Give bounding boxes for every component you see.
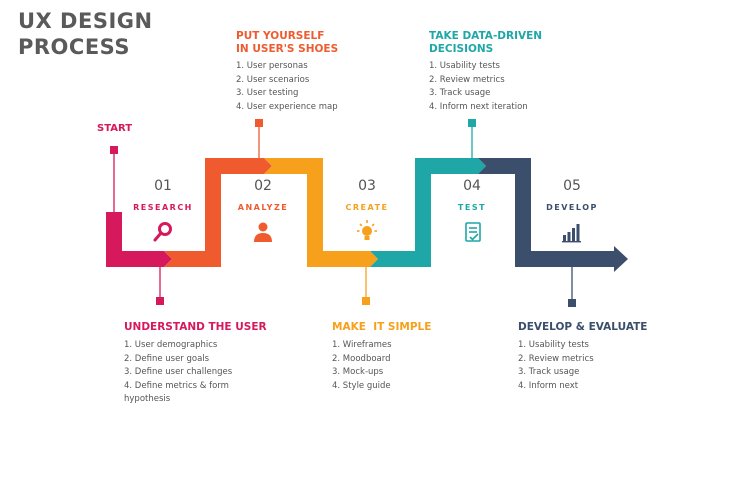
list-item: 3. Track usage [518, 367, 580, 377]
block-put-yourself-list: 1. User personas 2. User scenarios 3. Us… [236, 60, 338, 114]
list-item: 4. User experience map [236, 101, 338, 112]
block-develop-evaluate-title: DEVELOP & EVALUATE [518, 321, 648, 333]
step-label-create: CREATE [345, 203, 389, 212]
lightbulb-icon [357, 220, 377, 240]
step-number-develop: 05 [563, 178, 581, 194]
list-item: 1. Wireframes [332, 340, 392, 350]
marker-analyze [255, 119, 263, 127]
list-item: 1. User personas [236, 61, 308, 71]
list-item: hypothesis [124, 394, 171, 404]
block-make-simple: MAKE IT SIMPLE 1. Wireframes 2. Moodboar… [332, 321, 431, 393]
block-develop-evaluate: DEVELOP & EVALUATE 1. Usability tests 2.… [518, 321, 647, 393]
block-understand-user-title: UNDERSTAND THE USER [124, 321, 267, 333]
block-title-line: TAKE DATA-DRIVEN [429, 30, 543, 42]
step-number-test: 04 [463, 178, 481, 194]
block-title-line: IN USER'S SHOES [236, 43, 339, 55]
path-segment-develop [478, 158, 628, 272]
block-put-yourself: PUT YOURSELF IN USER'S SHOES 1. User per… [236, 30, 338, 114]
list-item: 2. Define user goals [124, 353, 210, 364]
path-segment-test [370, 158, 486, 267]
list-item: 3. Define user challenges [124, 367, 233, 377]
list-item: 4. Inform next iteration [429, 101, 528, 112]
step-label-test: TEST [457, 203, 487, 212]
list-item: 1. User demographics [124, 340, 218, 350]
block-make-simple-title: MAKE IT SIMPLE [332, 321, 432, 333]
list-item: 3. Mock-ups [332, 367, 384, 377]
step-number-create: 03 [358, 178, 376, 194]
list-item: 3. User testing [236, 88, 299, 98]
list-item: 3. Track usage [429, 88, 491, 98]
page-title-line2: PROCESS [18, 35, 130, 59]
block-understand-user-list: 1. User demographics 2. Define user goal… [124, 339, 267, 407]
page-title: UX DESIGN PROCESS [18, 8, 153, 60]
list-item: 4. Style guide [332, 380, 391, 391]
marker-research [156, 297, 164, 305]
step-label-research: RESEARCH [133, 203, 193, 212]
user-icon [254, 222, 272, 242]
search-icon [153, 222, 172, 242]
marker-test [468, 119, 476, 127]
list-item: 2. User scenarios [236, 74, 310, 85]
block-title-line: DECISIONS [429, 43, 494, 55]
path-segment-create [264, 158, 378, 267]
step-label-analyze: ANALYZE [237, 203, 289, 212]
list-item: 1. Usability tests [518, 340, 589, 350]
block-data-driven-title: TAKE DATA-DRIVEN DECISIONS [429, 30, 542, 56]
step-number-analyze: 02 [254, 178, 272, 194]
path-segment-analyze [164, 158, 272, 267]
block-make-simple-list: 1. Wireframes 2. Moodboard 3. Mock-ups 4… [332, 339, 431, 393]
list-item: 4. Inform next [518, 380, 579, 391]
list-item: 2. Moodboard [332, 353, 391, 364]
block-title-line: PUT YOURSELF [236, 30, 325, 42]
page-title-line1: UX DESIGN [18, 9, 153, 33]
list-item: 4. Define metrics & form [124, 380, 229, 391]
block-develop-evaluate-list: 1. Usability tests 2. Review metrics 3. … [518, 339, 647, 393]
block-data-driven-list: 1. Usability tests 2. Review metrics 3. … [429, 60, 542, 114]
list-item: 2. Review metrics [429, 74, 505, 85]
step-label-develop: DEVELOP [546, 203, 598, 212]
list-item: 1. Usability tests [429, 61, 500, 71]
block-put-yourself-title: PUT YOURSELF IN USER'S SHOES [236, 30, 338, 56]
marker-develop [568, 299, 576, 307]
start-marker [110, 146, 118, 154]
block-understand-user: UNDERSTAND THE USER 1. User demographics… [124, 321, 267, 407]
path-segment-research [106, 212, 172, 267]
clipboard-check-icon [465, 222, 481, 242]
list-item: 2. Review metrics [518, 353, 594, 364]
bar-chart-icon [562, 224, 581, 243]
marker-create [362, 297, 370, 305]
step-number-research: 01 [154, 178, 172, 194]
start-label: START [97, 123, 133, 134]
block-data-driven: TAKE DATA-DRIVEN DECISIONS 1. Usability … [429, 30, 542, 114]
